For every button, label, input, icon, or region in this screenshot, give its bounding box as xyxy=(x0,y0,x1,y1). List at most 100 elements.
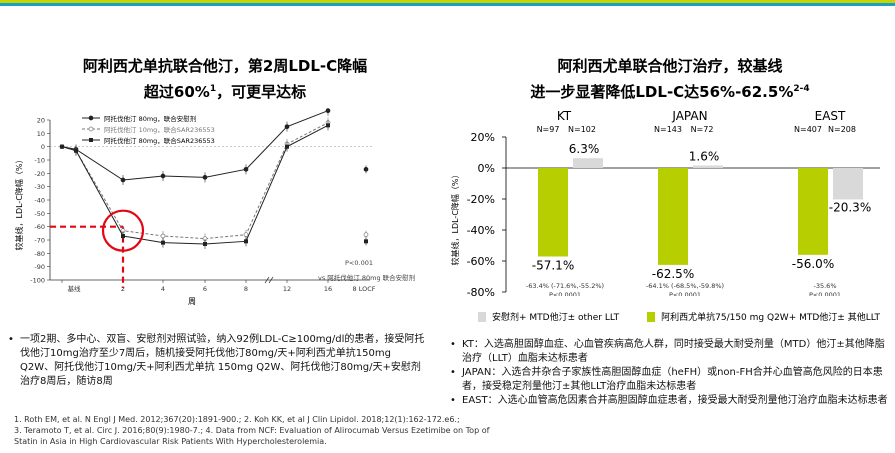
n-label: N=97 xyxy=(537,125,560,134)
y-tick-label: -30 xyxy=(34,183,45,191)
y-tick-label: 10 xyxy=(37,130,45,138)
legend-item-0: 阿托伐他汀 80mg，联合安慰剂 xyxy=(104,114,196,123)
y-tick-label: -60% xyxy=(467,255,495,268)
legend-marker xyxy=(89,138,93,142)
reference-line: 3. Teramoto T, et al. Circ J. 2016;80(9)… xyxy=(14,426,490,435)
y-tick-label: -20% xyxy=(467,193,495,206)
data-point xyxy=(243,166,249,172)
ci-label: -64.1% (-68.5%,-59.8%) xyxy=(646,282,724,290)
right-ylabel: 较基线，LDL-C降幅（%） xyxy=(450,170,460,265)
y-tick-label: 20 xyxy=(37,117,45,125)
left-title-tail: ，可更早达标 xyxy=(216,83,307,101)
y-tick-label: -80 xyxy=(34,250,45,258)
bar-label-placebo: 1.6% xyxy=(689,150,720,164)
y-tick-label: 0% xyxy=(478,162,495,175)
ci-label: -35.6% xyxy=(814,282,837,290)
series-line-2 xyxy=(61,124,329,245)
n-label: N=208 xyxy=(828,125,856,134)
legend-marker xyxy=(88,126,94,132)
x-tick-label: 8 xyxy=(244,285,248,293)
group-name: EAST xyxy=(815,109,846,123)
data-point xyxy=(60,144,64,149)
highlight-circle xyxy=(101,209,145,252)
ci-label: -63.4% (-71.6%,-55.2%) xyxy=(526,282,604,290)
references: 1. Roth EM, et al. N Engl J Med. 2012;36… xyxy=(14,414,494,447)
left-title-sup: 1 xyxy=(209,84,217,94)
right-title: 阿利西尤单联合他汀治疗，较基线 进一步显著降低LDL-C达56%-62.5%2-… xyxy=(460,55,880,104)
line-chart: 较基线，LDL-C降幅（%） 20 10 0 -10 -20 -30 -40 -50 -60 -7… xyxy=(14,108,415,306)
data-point xyxy=(120,177,126,183)
reference-line: 1. Roth EM, et al. N Engl J Med. 2012;36… xyxy=(14,415,460,424)
data-point xyxy=(325,108,331,114)
locf-point xyxy=(363,166,369,172)
legend-marker xyxy=(88,115,94,121)
right-bullets: • KT：入选高胆固醇血症、心血管疾病高危人群，同时接受最大耐受剂量（MTD）他汀… xyxy=(450,338,890,408)
bar-label-alir: -57.1% xyxy=(532,259,574,273)
y-tick-label: 20% xyxy=(471,131,495,144)
list-item: • KT：入选高胆固醇血症、心血管疾病高危人群，同时接受最大耐受剂量（MTD）他汀… xyxy=(450,339,885,364)
data-point xyxy=(203,242,207,246)
n-label: N=102 xyxy=(568,125,596,134)
bar-legend: 安慰剂+ MTD他汀± other LLT 阿利西尤单抗75/150 mg Q2… xyxy=(478,310,888,323)
legend-item-1: 阿托伐他汀 10mg，联合SAR236553 xyxy=(104,125,215,134)
bar-placebo xyxy=(693,165,723,168)
left-bullets: • 一项2期、多中心、双盲、安慰剂对照试验，纳入92例LDL-C≥100mg/dl… xyxy=(8,333,428,389)
p-label: P<0.0001 xyxy=(809,291,841,296)
data-point xyxy=(202,174,208,180)
bar-label-placebo: -20.3% xyxy=(829,200,871,214)
bar-alir xyxy=(538,168,568,257)
data-point xyxy=(74,148,78,153)
reference-line: Statin in Asia in High Cardiovascular Ri… xyxy=(14,437,327,446)
legend-swatch-placebo xyxy=(478,311,486,322)
x-tick-label: 4 xyxy=(161,285,165,293)
x-tick-label: 12 xyxy=(283,285,291,293)
left-title-line1: 阿利西尤单抗联合他汀，第2周LDL-C降幅 xyxy=(82,57,368,75)
axis-break xyxy=(264,276,270,284)
top-accent-bar xyxy=(0,0,895,10)
right-title-sup: 2-4 xyxy=(793,84,810,94)
bar-alir xyxy=(798,168,828,255)
x-tick-label: 6 xyxy=(203,285,207,293)
list-item: • JAPAN：入选合并杂合子家族性高胆固醇血症（heFH）或non-FH合并心血… xyxy=(450,367,883,392)
y-tick-label: -80% xyxy=(467,286,495,296)
n-label: N=72 xyxy=(691,125,714,134)
left-title-line2: 超过60% xyxy=(143,83,210,101)
y-tick-label: -70 xyxy=(34,237,45,245)
y-tick-label: -10 xyxy=(34,157,45,165)
y-tick-label: -40% xyxy=(467,224,495,237)
left-title: 阿利西尤单抗联合他汀，第2周LDL-C降幅 超过60%1，可更早达标 xyxy=(40,55,410,104)
data-point xyxy=(326,123,330,128)
right-title-line1: 阿利西尤单联合他汀治疗，较基线 xyxy=(557,57,783,75)
left-ylabel: 较基线，LDL-C降幅（%） xyxy=(14,155,24,250)
group-name: KT xyxy=(557,109,572,123)
data-point xyxy=(160,173,166,179)
axis-break xyxy=(268,276,274,284)
locf-point xyxy=(364,239,368,244)
p-value: P<0.001 xyxy=(345,259,373,267)
list-item: • EAST：入选心血管高危因素合并高胆固醇血症患者，接受最大耐受剂量他汀治疗血脂… xyxy=(450,395,888,406)
data-point xyxy=(161,240,165,245)
data-point xyxy=(243,232,249,238)
x-tick-label: 2 xyxy=(121,285,125,293)
bar-chart: 较基线，LDL-C降幅（%） 20% 0% -20% -40% -60% -80% KT N… xyxy=(450,109,880,296)
data-point xyxy=(160,233,166,239)
data-point xyxy=(244,239,248,244)
x-tick-label: 16 xyxy=(324,285,332,293)
y-tick-label: -100 xyxy=(30,277,45,285)
y-tick-label: -90 xyxy=(34,263,45,271)
x-tick-label: 8 LOCF xyxy=(353,285,376,293)
locf-point xyxy=(363,232,369,238)
n-label: N=407 xyxy=(794,125,822,134)
bar-alir xyxy=(658,168,688,265)
legend-alir: 阿利西尤单抗75/150 mg Q2W+ MTD他汀± 其他LLT xyxy=(661,313,880,323)
data-point xyxy=(121,234,125,238)
legend-item-2: 阿托伐他汀 80mg，联合SAR236553 xyxy=(104,136,215,145)
bar-placebo xyxy=(573,158,603,168)
n-label: N=143 xyxy=(654,125,682,134)
x-axis-title: 周 xyxy=(188,297,196,306)
bar-label-alir: -62.5% xyxy=(652,267,694,281)
bar-label-placebo: 6.3% xyxy=(569,142,600,156)
y-tick-label: -20 xyxy=(34,170,45,178)
y-tick-label: -50 xyxy=(34,210,45,218)
y-tick-label: 0 xyxy=(41,143,45,151)
